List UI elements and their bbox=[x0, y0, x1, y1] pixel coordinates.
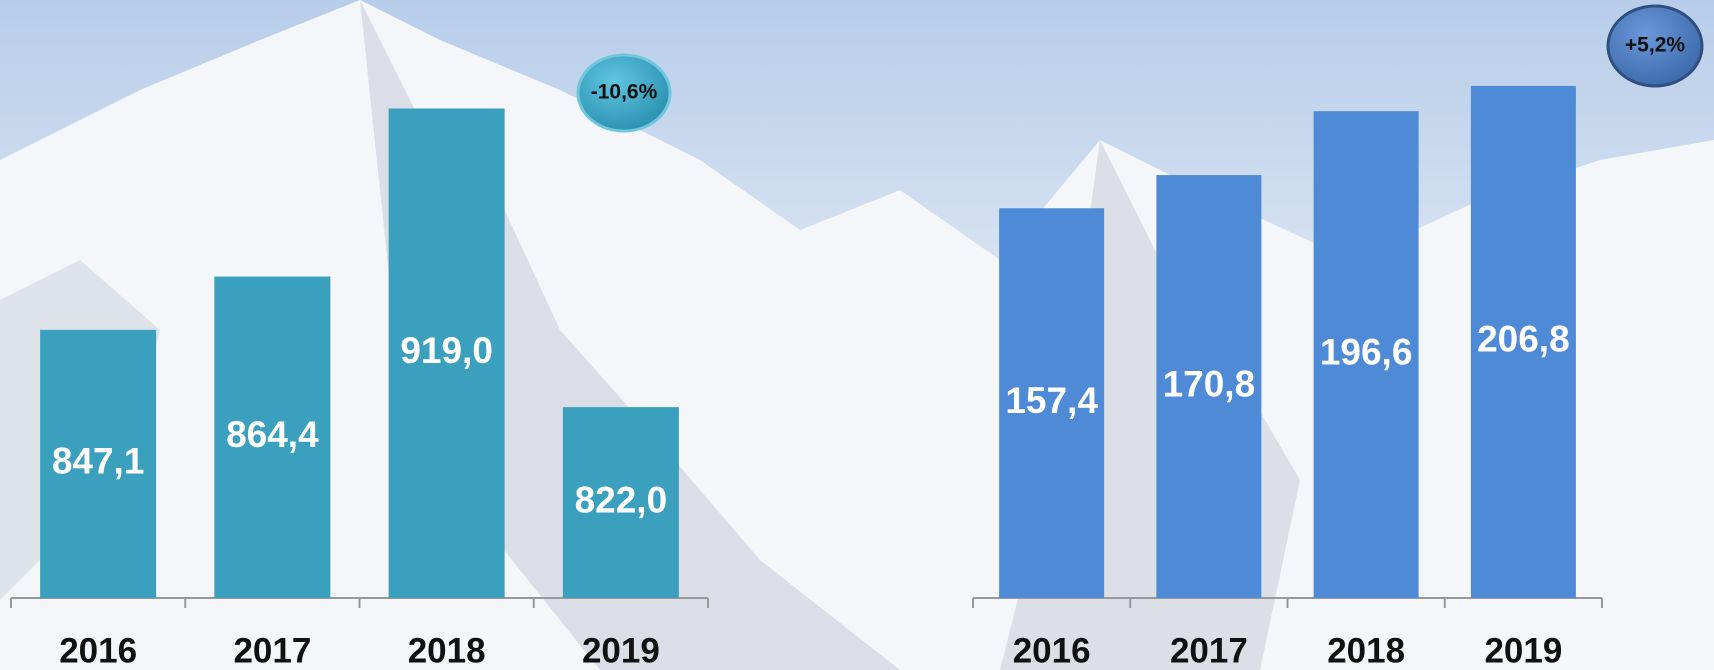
value-label: 196,6 bbox=[1320, 331, 1413, 372]
bar bbox=[562, 407, 679, 598]
annotation-bubble bbox=[576, 53, 672, 133]
bar bbox=[388, 108, 505, 599]
value-label: 206,8 bbox=[1477, 319, 1570, 360]
bar bbox=[999, 208, 1105, 598]
annotation: +5,2% bbox=[1625, 34, 1685, 57]
value-label: 157,4 bbox=[1005, 380, 1098, 421]
chart-right: 157,4 2016 170,8 2017 196,6 2018 206,8 2019 +5,2… bbox=[972, 4, 1704, 670]
x-tick-label: 2016 bbox=[1013, 631, 1091, 670]
bar bbox=[1156, 175, 1262, 599]
value-label: 847,1 bbox=[52, 441, 145, 482]
x-tick-label: 2017 bbox=[1170, 631, 1248, 670]
x-tick-label: 2019 bbox=[582, 631, 660, 670]
bar bbox=[1470, 85, 1576, 598]
bar bbox=[214, 276, 331, 598]
annotation: -10,6% bbox=[591, 81, 658, 104]
bar bbox=[1313, 111, 1419, 598]
x-tick-label: 2018 bbox=[408, 631, 486, 670]
bar bbox=[40, 329, 157, 598]
x-tick-label: 2019 bbox=[1484, 631, 1562, 670]
value-label: 864,4 bbox=[226, 414, 319, 455]
x-tick-label: 2017 bbox=[233, 631, 311, 670]
value-label: 170,8 bbox=[1163, 363, 1256, 404]
value-label: 919,0 bbox=[400, 330, 493, 371]
chart-left: 847,1 2016 864,4 2017 919,0 2018 822,0 2019 -10,… bbox=[10, 53, 709, 670]
x-tick-label: 2018 bbox=[1327, 631, 1405, 670]
annotation-bubble bbox=[1606, 4, 1704, 88]
value-label: 822,0 bbox=[575, 479, 668, 520]
x-tick-label: 2016 bbox=[59, 631, 137, 670]
